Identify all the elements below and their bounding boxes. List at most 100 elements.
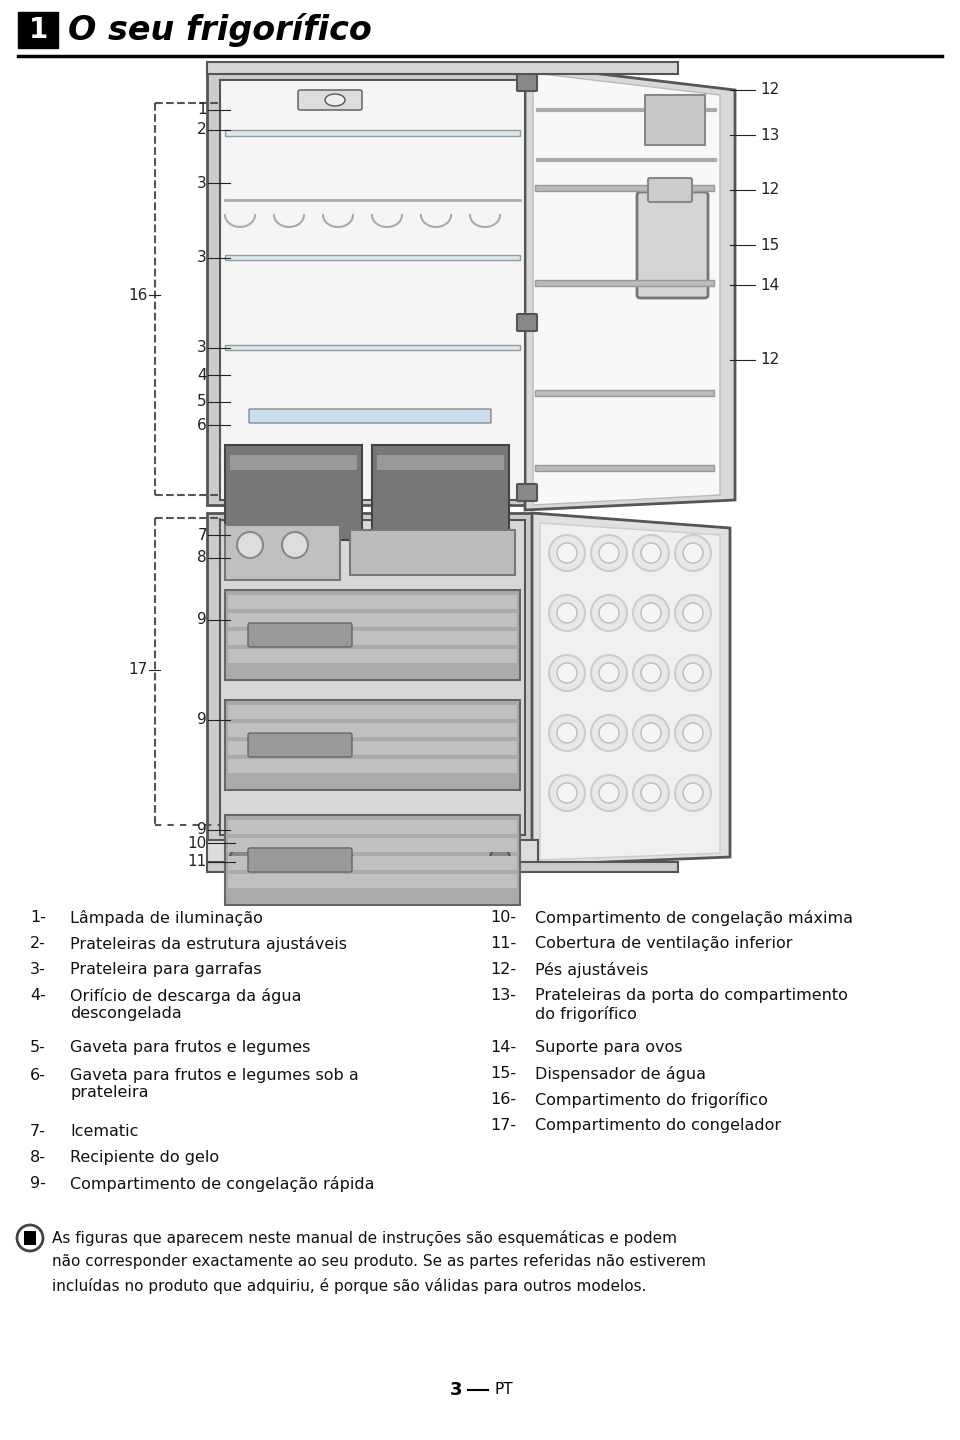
Circle shape — [591, 595, 627, 631]
FancyBboxPatch shape — [225, 815, 520, 904]
Text: 17-: 17- — [490, 1117, 516, 1133]
FancyBboxPatch shape — [228, 838, 517, 852]
Text: 10-: 10- — [490, 910, 516, 924]
Text: 12: 12 — [760, 353, 780, 367]
Text: 14: 14 — [760, 278, 780, 292]
Text: Compartimento de congelação rápida: Compartimento de congelação rápida — [70, 1176, 374, 1192]
Text: Icematic: Icematic — [70, 1125, 138, 1139]
FancyBboxPatch shape — [517, 73, 537, 91]
Circle shape — [591, 536, 627, 572]
FancyBboxPatch shape — [535, 184, 714, 192]
FancyBboxPatch shape — [248, 624, 352, 647]
FancyBboxPatch shape — [228, 742, 517, 755]
Text: Pés ajustáveis: Pés ajustáveis — [535, 962, 648, 978]
Circle shape — [641, 603, 661, 624]
Circle shape — [675, 775, 711, 811]
FancyBboxPatch shape — [207, 863, 678, 873]
Text: 6: 6 — [197, 418, 207, 432]
FancyBboxPatch shape — [225, 590, 520, 680]
Text: 5-: 5- — [30, 1040, 46, 1056]
FancyBboxPatch shape — [377, 455, 504, 469]
Text: 3-: 3- — [30, 962, 46, 976]
Text: As figuras que aparecem neste manual de instruções são esquemáticas e podem
não : As figuras que aparecem neste manual de … — [52, 1230, 706, 1295]
Circle shape — [683, 543, 703, 563]
FancyBboxPatch shape — [350, 530, 515, 575]
Text: ⓘ: ⓘ — [25, 1231, 35, 1246]
Text: 12: 12 — [760, 183, 780, 197]
Circle shape — [675, 595, 711, 631]
FancyBboxPatch shape — [220, 81, 525, 500]
Circle shape — [557, 662, 577, 683]
Circle shape — [683, 603, 703, 624]
FancyBboxPatch shape — [225, 255, 520, 261]
Circle shape — [633, 775, 669, 811]
Circle shape — [633, 716, 669, 752]
Text: Compartimento de congelação máxima: Compartimento de congelação máxima — [535, 910, 853, 926]
Text: 8: 8 — [198, 550, 207, 566]
FancyBboxPatch shape — [648, 179, 692, 202]
FancyBboxPatch shape — [24, 1231, 36, 1246]
Circle shape — [230, 848, 250, 868]
FancyBboxPatch shape — [637, 192, 708, 298]
Text: 7: 7 — [198, 527, 207, 543]
Circle shape — [557, 783, 577, 804]
FancyBboxPatch shape — [225, 346, 520, 350]
FancyBboxPatch shape — [228, 613, 517, 626]
Text: 1: 1 — [198, 102, 207, 118]
Text: 15-: 15- — [490, 1066, 516, 1081]
FancyBboxPatch shape — [228, 595, 517, 609]
Text: 6-: 6- — [30, 1068, 46, 1083]
Circle shape — [282, 531, 308, 557]
FancyBboxPatch shape — [228, 649, 517, 662]
Text: 10: 10 — [188, 835, 207, 851]
Circle shape — [490, 848, 510, 868]
Text: 7-: 7- — [30, 1125, 46, 1139]
Text: Prateleira para garrafas: Prateleira para garrafas — [70, 962, 262, 976]
Text: Recipiente do gelo: Recipiente do gelo — [70, 1151, 219, 1165]
FancyBboxPatch shape — [225, 130, 520, 135]
Text: Gaveta para frutos e legumes: Gaveta para frutos e legumes — [70, 1040, 310, 1056]
Circle shape — [591, 655, 627, 691]
Text: 17: 17 — [129, 662, 148, 677]
Circle shape — [641, 543, 661, 563]
FancyBboxPatch shape — [225, 526, 340, 580]
Text: 1-: 1- — [30, 910, 46, 924]
Text: 2: 2 — [198, 122, 207, 137]
FancyBboxPatch shape — [18, 12, 58, 48]
Text: 16-: 16- — [490, 1092, 516, 1107]
Circle shape — [633, 655, 669, 691]
Circle shape — [675, 655, 711, 691]
Circle shape — [633, 595, 669, 631]
FancyBboxPatch shape — [228, 706, 517, 719]
Text: 3: 3 — [449, 1381, 462, 1400]
Text: 11: 11 — [188, 854, 207, 870]
Text: Compartimento do congelador: Compartimento do congelador — [535, 1117, 781, 1133]
Circle shape — [557, 543, 577, 563]
Circle shape — [591, 716, 627, 752]
Text: 11-: 11- — [490, 936, 516, 950]
Circle shape — [549, 775, 585, 811]
Circle shape — [641, 723, 661, 743]
Text: 5: 5 — [198, 395, 207, 409]
Circle shape — [591, 775, 627, 811]
Text: 4-: 4- — [30, 988, 46, 1004]
Text: 4: 4 — [198, 367, 207, 383]
Text: Lâmpada de iluminação: Lâmpada de iluminação — [70, 910, 263, 926]
Text: 2-: 2- — [30, 936, 46, 950]
FancyBboxPatch shape — [225, 700, 520, 791]
Text: Dispensador de água: Dispensador de água — [535, 1066, 706, 1081]
FancyBboxPatch shape — [207, 71, 538, 505]
Ellipse shape — [272, 844, 472, 863]
Text: Prateleiras da porta do compartimento
do frigorífico: Prateleiras da porta do compartimento do… — [535, 988, 848, 1021]
Text: O seu frigorífico: O seu frigorífico — [68, 13, 372, 48]
Text: PT: PT — [494, 1382, 513, 1397]
Text: Orifício de descarga da água
descongelada: Orifício de descarga da água descongelad… — [70, 988, 301, 1021]
FancyBboxPatch shape — [230, 455, 357, 469]
Circle shape — [599, 603, 619, 624]
Circle shape — [683, 723, 703, 743]
Text: 9: 9 — [197, 713, 207, 727]
FancyBboxPatch shape — [298, 89, 362, 109]
FancyBboxPatch shape — [207, 513, 538, 842]
Text: 1: 1 — [29, 16, 48, 45]
Polygon shape — [540, 523, 720, 860]
